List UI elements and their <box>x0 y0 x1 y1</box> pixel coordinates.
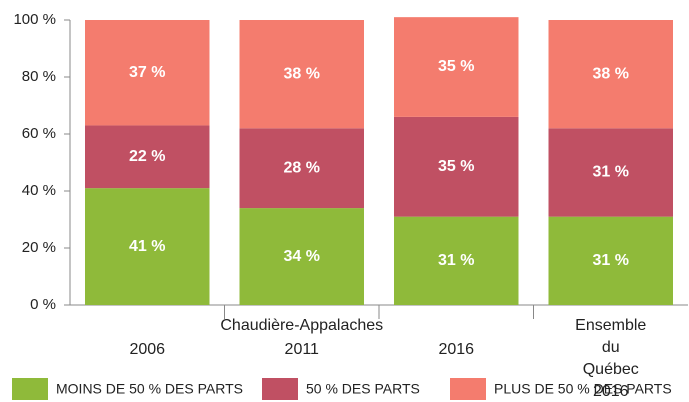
bar-segment <box>394 116 519 217</box>
x-tick-label: 2006 <box>129 341 166 358</box>
bar-segment <box>85 188 210 305</box>
value-label: 22 % <box>129 148 165 165</box>
value-label: 35 % <box>438 158 474 175</box>
bar-segment <box>548 128 673 217</box>
group-label: Chaudière-Appalaches <box>220 317 384 334</box>
bar-segment <box>239 128 364 209</box>
bar-segment <box>85 125 210 189</box>
value-label: 35 % <box>438 58 474 75</box>
bar-segment <box>548 20 673 129</box>
value-label: 28 % <box>284 159 320 176</box>
legend-label: 50 % DES PARTS <box>306 381 420 397</box>
y-tick-label: 80 % <box>22 68 56 85</box>
bar-segment <box>239 208 364 305</box>
legend-label: MOINS DE 50 % DES PARTS <box>56 381 243 397</box>
bar-segment <box>548 216 673 305</box>
y-tick-label: 100 % <box>13 11 56 28</box>
legend-label: PLUS DE 50 % DES PARTS <box>494 381 672 397</box>
y-tick-label: 40 % <box>22 182 56 199</box>
bar-segment <box>394 17 519 117</box>
y-tick-label: 0 % <box>30 296 56 313</box>
value-label: 41 % <box>129 238 165 255</box>
value-label: 34 % <box>284 248 320 265</box>
bar-segment <box>239 20 364 129</box>
value-label: 37 % <box>129 64 165 81</box>
legend-swatch <box>450 378 486 400</box>
value-label: 38 % <box>593 65 629 82</box>
value-label: 31 % <box>438 252 474 269</box>
value-label: 38 % <box>284 65 320 82</box>
y-tick-label: 60 % <box>22 125 56 142</box>
bar-segment <box>394 216 519 305</box>
x-tick-label: 2016 <box>438 341 475 358</box>
value-label: 31 % <box>593 252 629 269</box>
legend-swatch <box>12 378 48 400</box>
value-label: 31 % <box>593 164 629 181</box>
bar-segment <box>85 20 210 126</box>
x-tick-label: 2011 <box>284 341 319 358</box>
legend-swatch <box>262 378 298 400</box>
x-tick-label: Ensemble du Québec 2016 <box>575 317 647 400</box>
y-tick-label: 20 % <box>22 239 56 256</box>
